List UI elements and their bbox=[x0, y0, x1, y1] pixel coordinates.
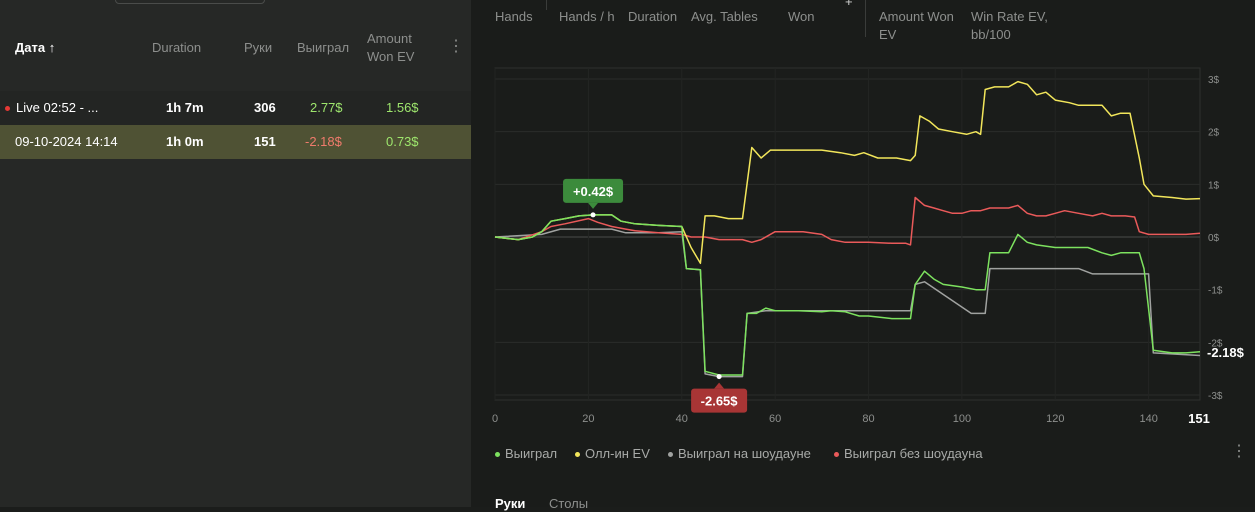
stat-divider bbox=[546, 0, 547, 10]
series-line bbox=[494, 196, 1201, 246]
columns-menu-icon[interactable]: ⋮ bbox=[448, 38, 464, 55]
series-line bbox=[494, 80, 1201, 265]
max-label-pointer bbox=[588, 202, 599, 209]
x-tick-label: 120 bbox=[1046, 413, 1064, 425]
end-value-label: -2.18$ bbox=[1207, 345, 1245, 360]
x-tick-label: 40 bbox=[676, 413, 688, 425]
x-tick-label: 140 bbox=[1139, 413, 1157, 425]
x-tick-label: 60 bbox=[769, 413, 781, 425]
column-hands[interactable]: Руки bbox=[244, 40, 273, 55]
stat-amount-won-ev-label-1: Amount Won bbox=[879, 9, 954, 24]
tab-hands[interactable]: Руки bbox=[495, 496, 526, 511]
x-tick-label: 80 bbox=[862, 413, 874, 425]
plus-icon: + bbox=[845, 0, 853, 9]
column-amount-won-ev-line2: Won EV bbox=[367, 49, 415, 64]
row-won: 2.77$ bbox=[310, 100, 343, 115]
min-label-pointer bbox=[714, 382, 725, 389]
table-row[interactable]: Live 02:52 - ... 1h 7m 306 2.77$ 1.56$ bbox=[0, 91, 471, 125]
sessions-panel: Дата ↑ Duration Руки Выиграл Amount Won … bbox=[0, 0, 471, 507]
series-line bbox=[494, 214, 1201, 376]
max-label-bubble bbox=[563, 178, 624, 203]
min-label-bubble bbox=[691, 388, 748, 413]
stat-hands-per-hour-label: Hands / h bbox=[559, 9, 615, 24]
x-tick-label: 100 bbox=[953, 413, 971, 425]
chart-menu-icon[interactable]: ⋮ bbox=[1231, 443, 1247, 460]
min-label: -2.65$ bbox=[701, 394, 739, 409]
search-input[interactable] bbox=[115, 0, 265, 4]
stat-divider bbox=[865, 0, 866, 37]
legend-label: Выиграл bbox=[505, 446, 558, 461]
stat-avg-tables-label: Avg. Tables bbox=[691, 9, 758, 24]
stat-hands-label: Hands bbox=[495, 9, 533, 24]
legend-won-showdown[interactable]: Выиграл на шоудауне bbox=[668, 446, 811, 462]
row-hands: 306 bbox=[254, 100, 276, 115]
max-label: +0.42$ bbox=[573, 184, 614, 199]
max-point-marker bbox=[590, 212, 596, 218]
legend-allin-ev[interactable]: Олл-ин EV bbox=[575, 446, 650, 462]
series-line bbox=[494, 228, 1201, 378]
row-date: 09-10-2024 14:14 bbox=[15, 134, 118, 149]
table-row-selected[interactable]: 09-10-2024 14:14 1h 0m 151 -2.18$ 0.73$ bbox=[0, 125, 471, 159]
column-date[interactable]: Дата ↑ bbox=[15, 39, 55, 57]
legend-label: Выиграл на шоудауне bbox=[678, 446, 811, 461]
stat-won-label: Won bbox=[788, 9, 815, 24]
profit-chart[interactable]: 3$ 2$ 1$ 0$ -1$ -2$ -3$ 0 20 40 60 80 100 120 140 151 -2… bbox=[471, 50, 1255, 430]
row-hands: 151 bbox=[254, 134, 276, 149]
sessions-table-header: Дата ↑ Duration Руки Выиграл Amount Won … bbox=[0, 0, 471, 82]
stat-win-rate-label-2: bb/100 bbox=[971, 27, 1011, 42]
row-date: Live 02:52 - ... bbox=[16, 100, 99, 115]
sort-asc-icon: ↑ bbox=[48, 40, 56, 55]
stat-amount-won-ev-label-2: EV bbox=[879, 27, 897, 42]
row-won: -2.18$ bbox=[305, 134, 342, 149]
row-ev: 1.56$ bbox=[386, 100, 419, 115]
column-amount-won-ev[interactable]: Amount Won EV bbox=[367, 30, 414, 66]
min-point-marker bbox=[716, 374, 722, 380]
session-detail-panel: Hands Hands / h Duration Avg. Tables Won… bbox=[471, 0, 1255, 511]
y-tick-label: 0$ bbox=[1208, 233, 1220, 244]
legend-label: Выиграл без шоудауна bbox=[844, 446, 983, 461]
legend-dot-icon bbox=[834, 452, 839, 458]
legend-dot-icon bbox=[575, 452, 580, 458]
legend-dot-icon bbox=[495, 452, 500, 458]
column-duration[interactable]: Duration bbox=[152, 40, 202, 55]
stat-duration-label: Duration bbox=[628, 9, 678, 24]
x-end-label: 151 bbox=[1188, 411, 1210, 426]
column-won[interactable]: Выиграл bbox=[297, 40, 350, 55]
legend-label: Олл-ин EV bbox=[585, 446, 650, 461]
y-tick-label: 2$ bbox=[1208, 128, 1220, 139]
column-date-label: Дата bbox=[15, 40, 46, 55]
row-duration: 1h 0m bbox=[166, 134, 204, 149]
y-tick-label: -1$ bbox=[1208, 286, 1223, 297]
legend-won[interactable]: Выиграл bbox=[495, 446, 557, 462]
plot-frame bbox=[494, 67, 1201, 401]
tab-tables[interactable]: Столы bbox=[549, 496, 589, 511]
x-tick-label: 0 bbox=[492, 413, 498, 425]
stat-win-rate-label-1: Win Rate EV, bbox=[971, 9, 1048, 24]
row-ev: 0.73$ bbox=[386, 134, 419, 149]
legend-dot-icon bbox=[668, 452, 673, 458]
y-tick-label: 3$ bbox=[1208, 75, 1220, 86]
y-tick-label: -3$ bbox=[1208, 391, 1223, 402]
y-tick-label: -2$ bbox=[1208, 338, 1223, 349]
x-tick-label: 20 bbox=[582, 413, 594, 425]
y-tick-label: 1$ bbox=[1208, 180, 1220, 191]
column-amount-won-ev-line1: Amount bbox=[367, 31, 412, 46]
live-dot-icon bbox=[5, 106, 10, 111]
legend-won-no-showdown[interactable]: Выиграл без шоудауна bbox=[834, 446, 983, 462]
row-duration: 1h 7m bbox=[166, 100, 204, 115]
